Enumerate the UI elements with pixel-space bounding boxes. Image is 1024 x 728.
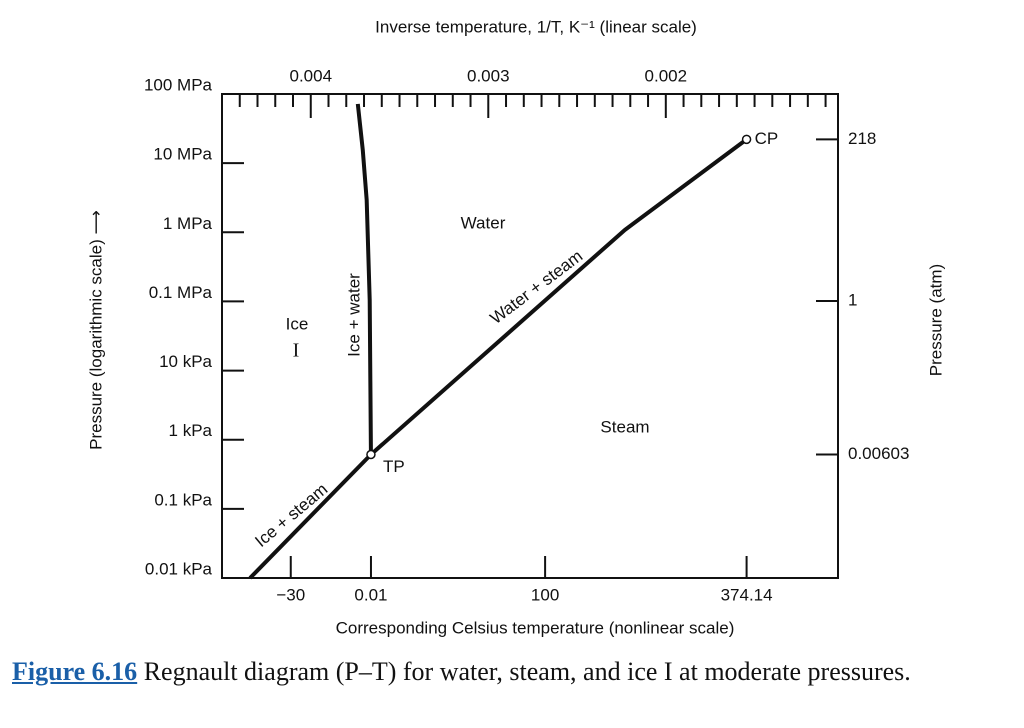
- bottom-tick-label: −30: [276, 585, 305, 604]
- region-label: I: [293, 340, 300, 362]
- y-tick-label: 1 kPa: [169, 421, 213, 440]
- plot-frame: [221, 93, 839, 579]
- top-tick-label: 0.003: [467, 66, 510, 85]
- phase-boundary: [355, 103, 373, 455]
- phase-boundary: [369, 137, 748, 457]
- special-point: [741, 134, 752, 145]
- bottom-tick-label: 374.14: [721, 585, 773, 604]
- y-tick-label: 100 MPa: [144, 75, 213, 94]
- caption: Figure 6.16 Regnault diagram (P–T) for w…: [12, 656, 1017, 688]
- boundary-label: Water + steam: [487, 246, 587, 328]
- top-tick-label: 0.002: [645, 66, 688, 85]
- y-tick-label: 10 kPa: [159, 352, 212, 371]
- y2-axis-label: Pressure (atm): [926, 264, 945, 376]
- y2-tick-label: 0.00603: [848, 444, 909, 463]
- point-label: TP: [383, 457, 405, 476]
- y2-tick-label: 1: [848, 291, 857, 310]
- bottom-tick-label: 100: [531, 585, 559, 604]
- figure-link[interactable]: Figure 6.16: [12, 657, 138, 686]
- y-tick-label: 10 MPa: [153, 145, 212, 164]
- region-label: Ice: [286, 314, 309, 333]
- chart: Inverse temperature, 1/T, K⁻¹ (linear sc…: [86, 17, 945, 637]
- y-tick-label: 0.1 kPa: [154, 490, 212, 509]
- region-label: Water: [461, 213, 506, 232]
- y-tick-label: 0.01 kPa: [145, 559, 213, 578]
- top-axis-label: Inverse temperature, 1/T, K⁻¹ (linear sc…: [375, 17, 697, 36]
- phase-boundary: [248, 453, 373, 580]
- caption-text: Regnault diagram (P–T) for water, steam,…: [143, 657, 911, 686]
- point-label: CP: [755, 129, 779, 148]
- y-axis-label: Pressure (logarithmic scale) ⟶: [86, 210, 105, 450]
- boundary-label: Ice + steam: [251, 480, 331, 551]
- y-tick-label: 1 MPa: [163, 214, 213, 233]
- bottom-tick-label: 0.01: [354, 585, 387, 604]
- y2-tick-label: 218: [848, 129, 876, 148]
- top-tick-label: 0.004: [289, 66, 332, 85]
- boundary-label: Ice + water: [344, 273, 363, 357]
- region-label: Steam: [600, 417, 649, 436]
- special-point: [366, 449, 376, 460]
- y-tick-label: 0.1 MPa: [149, 283, 213, 302]
- bottom-axis-label: Corresponding Celsius temperature (nonli…: [336, 618, 735, 637]
